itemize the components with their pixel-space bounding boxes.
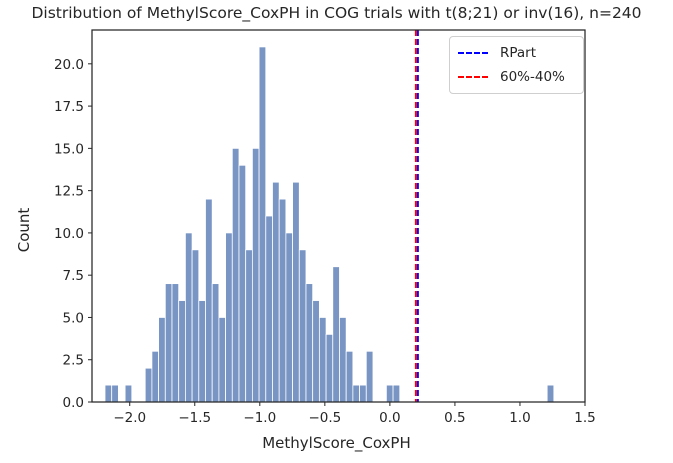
- histogram-bar: [392, 384, 401, 403]
- legend: RPart 60%-40%: [449, 36, 584, 94]
- histogram-bar: [251, 147, 260, 403]
- histogram-bar: [111, 384, 119, 403]
- histogram-bar: [158, 317, 166, 403]
- y-tick-label: 5.0: [63, 310, 84, 326]
- histogram-bar: [124, 384, 133, 403]
- histogram-bar: [238, 164, 247, 403]
- reference-lines: [414, 30, 419, 402]
- legend-item-60-40: 60%-40%: [458, 68, 565, 86]
- plot-frame: [91, 29, 586, 403]
- histogram-bar: [272, 181, 280, 403]
- legend-item-rpart: RPart: [458, 44, 536, 62]
- histogram-bar: [211, 283, 220, 403]
- histogram-bar: [385, 384, 394, 403]
- x-axis-ticks: −2.0 −1.5 −1.0 −0.5 0.0 0.5 1.0 1.5: [113, 402, 596, 426]
- histogram-bar: [191, 249, 200, 403]
- histogram-bar: [352, 384, 360, 403]
- y-axis-ticks: 0.0 2.5 5.0 7.5 10.0 12.5 15.0 17.5 20.0: [54, 57, 92, 411]
- y-tick-label: 12.5: [54, 184, 84, 200]
- histogram-bar: [278, 198, 287, 403]
- histogram-bar: [184, 232, 193, 403]
- histogram-bar: [365, 350, 374, 403]
- x-axis-label: MethylScore_CoxPH: [262, 434, 411, 452]
- histogram-bar: [144, 367, 153, 403]
- legend-swatch-60-40: [458, 76, 488, 78]
- histogram-bar: [359, 384, 367, 403]
- chart-title: Distribution of MethylScore_CoxPH in COG…: [31, 4, 642, 22]
- y-tick-label: 2.5: [63, 353, 84, 369]
- histogram-bar: [265, 215, 273, 403]
- x-tick-label: −0.5: [308, 410, 341, 426]
- histogram-bar: [198, 300, 206, 403]
- histogram-bar: [285, 232, 293, 403]
- histogram-bar: [151, 350, 160, 403]
- y-tick-label: 10.0: [54, 226, 84, 242]
- histogram-bar: [292, 181, 300, 403]
- y-tick-label: 7.5: [63, 268, 84, 284]
- histogram-bar: [164, 283, 173, 403]
- legend-swatch-rpart: [458, 52, 488, 54]
- x-tick-label: −2.0: [113, 410, 146, 426]
- histogram-bar: [312, 300, 320, 403]
- y-tick-label: 15.0: [54, 141, 84, 157]
- x-tick-label: −1.0: [243, 410, 276, 426]
- y-tick-label: 17.5: [54, 99, 84, 115]
- histogram-bar: [205, 198, 213, 403]
- histogram-bars: [104, 46, 555, 403]
- histogram-bar: [325, 333, 334, 403]
- legend-label-60-40: 60%-40%: [500, 69, 565, 85]
- histogram-bar: [218, 317, 226, 403]
- histogram-bar: [178, 300, 186, 403]
- histogram-bar: [546, 384, 555, 403]
- histogram-bar: [298, 249, 307, 403]
- histogram-bar: [171, 283, 180, 403]
- y-tick-label: 0.0: [63, 395, 84, 411]
- y-tick-label: 20.0: [54, 57, 84, 73]
- histogram-bar: [258, 46, 267, 403]
- legend-label-rpart: RPart: [500, 45, 537, 61]
- histogram-bar: [345, 350, 354, 403]
- histogram-bar: [231, 147, 240, 403]
- x-tick-label: 0.5: [444, 410, 465, 426]
- histogram-bar: [318, 317, 327, 403]
- x-tick-label: 1.5: [574, 410, 595, 426]
- y-axis-label: Count: [15, 207, 33, 253]
- x-tick-label: 0.0: [379, 410, 400, 426]
- histogram-bar: [339, 317, 347, 403]
- x-tick-label: −1.5: [178, 410, 211, 426]
- histogram-bar: [245, 249, 253, 403]
- histogram-bar: [225, 232, 233, 403]
- histogram-bar: [305, 283, 314, 403]
- histogram-bar: [104, 384, 113, 403]
- x-tick-label: 1.0: [509, 410, 530, 426]
- histogram-bar: [332, 266, 340, 403]
